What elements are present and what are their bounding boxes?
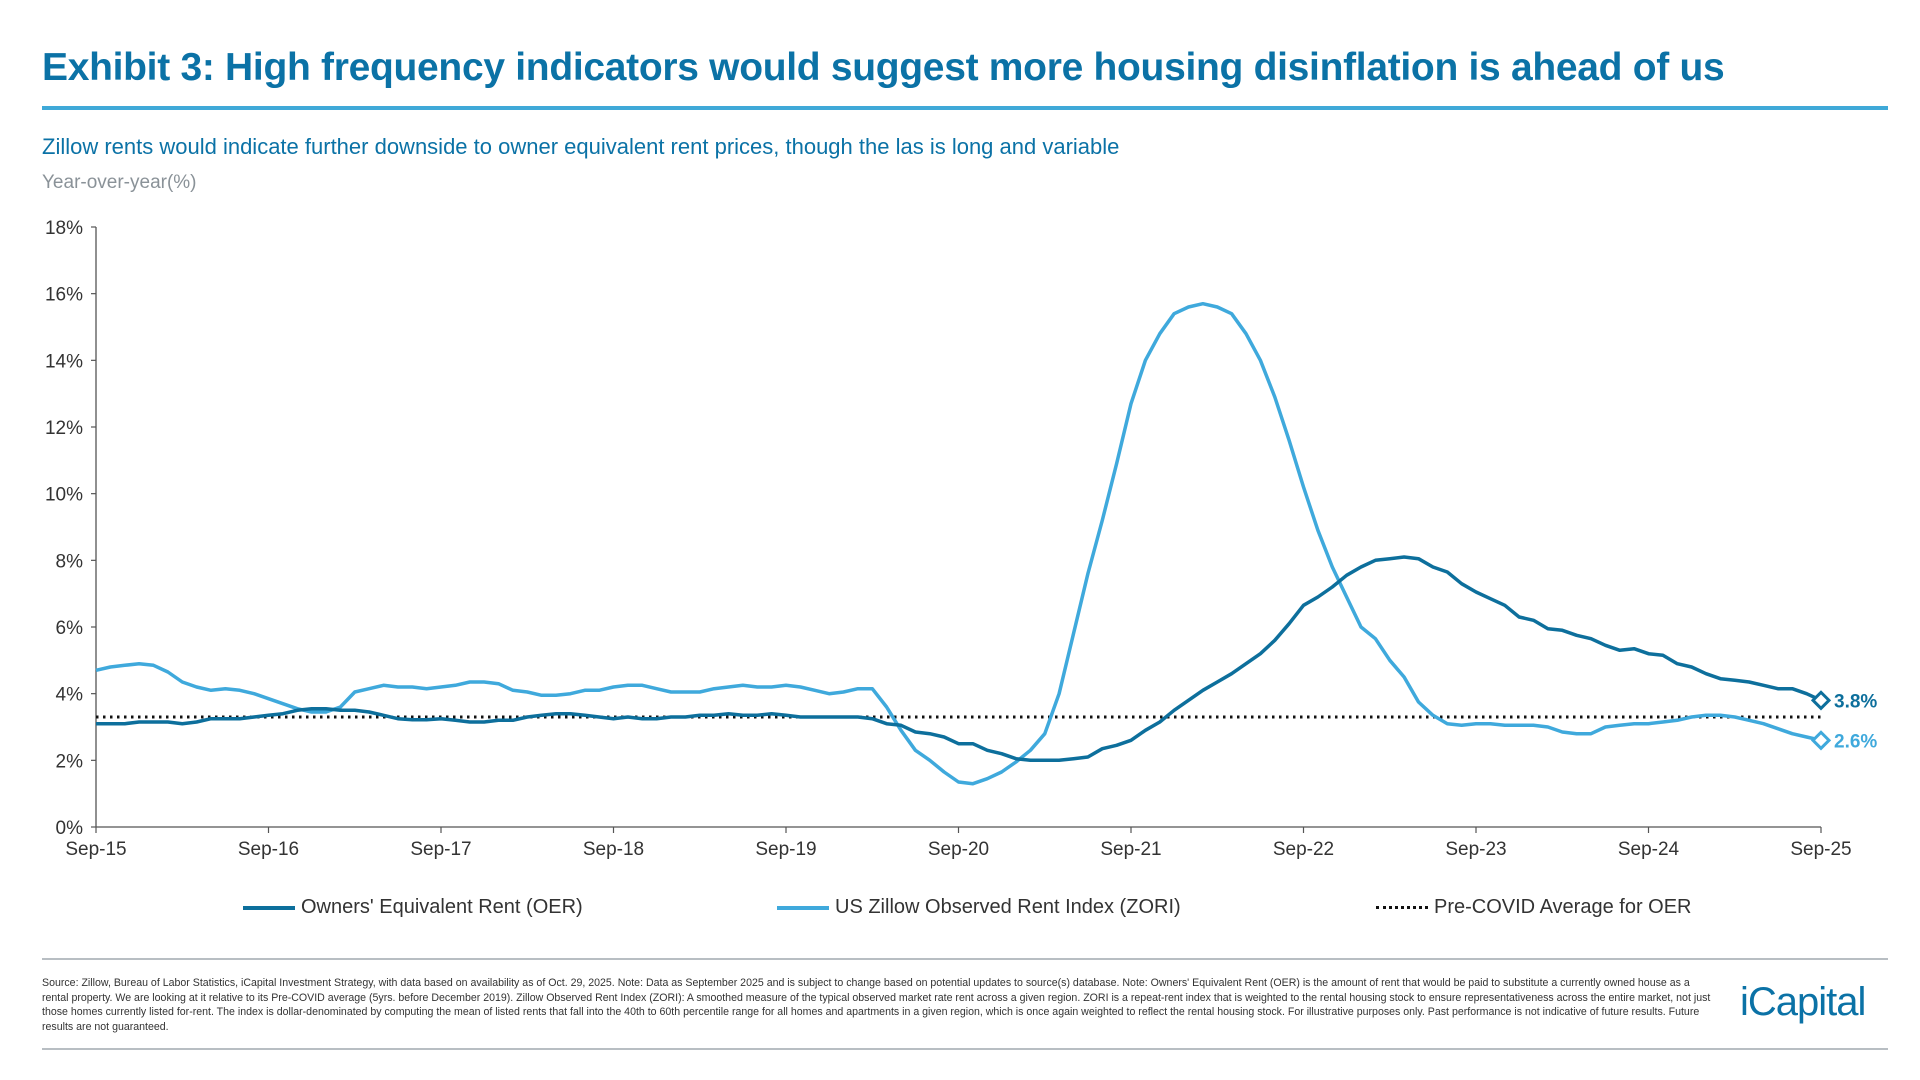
- x-tick-label: Sep-18: [583, 839, 644, 860]
- y-tick-label: 2%: [56, 751, 84, 772]
- x-tick-label: Sep-22: [1273, 839, 1334, 860]
- x-tick-label: Sep-15: [65, 839, 126, 860]
- y-tick-label: 16%: [45, 285, 83, 306]
- zori-line: [95, 301, 1822, 786]
- x-tick-label: Sep-23: [1445, 839, 1506, 860]
- legend-label-precovid-avg: Pre-COVID Average for OER: [1434, 896, 1692, 918]
- y-tick-label: 6%: [56, 618, 84, 639]
- legend: Owners' Equivalent Rent (OER) US Zillow …: [0, 896, 1920, 926]
- title-divider: [42, 106, 1888, 110]
- y-tick-label: 4%: [56, 685, 84, 706]
- x-tick-label: Sep-16: [238, 839, 299, 860]
- legend-swatch-oer: [243, 905, 295, 910]
- legend-label-zori: US Zillow Observed Rent Index (ZORI): [835, 896, 1181, 918]
- legend-swatch-zori: [777, 905, 829, 910]
- chart-subtitle: Zillow rents would indicate further down…: [42, 134, 1120, 159]
- footer-divider: [42, 958, 1888, 960]
- y-tick-label: 18%: [45, 218, 83, 239]
- source-note: Source: Zillow, Bureau of Labor Statisti…: [42, 977, 1711, 1033]
- x-tick-label: Sep-24: [1618, 839, 1680, 860]
- oer-line: [96, 555, 1822, 763]
- y-axis-unit-label: Year-over-year(%): [42, 172, 197, 193]
- icapital-logo: iCapital: [1740, 980, 1866, 1024]
- y-tick-label: 14%: [45, 351, 83, 372]
- oer-end-marker: [1810, 690, 1832, 711]
- legend-item-oer: Owners' Equivalent Rent (OER): [243, 896, 583, 919]
- x-tick-label: Sep-21: [1100, 839, 1161, 860]
- legend-item-zori: US Zillow Observed Rent Index (ZORI): [777, 896, 1181, 919]
- y-tick-label: 12%: [45, 418, 83, 439]
- legend-swatch-precovid-avg: [1376, 906, 1428, 909]
- bottom-divider: [42, 1048, 1888, 1050]
- oer-end-label: 3.8%: [1834, 691, 1877, 712]
- x-tick-label: Sep-17: [410, 839, 471, 860]
- x-tick-label: Sep-20: [928, 839, 989, 860]
- page-title: Exhibit 3: High frequency indicators wou…: [42, 46, 1725, 89]
- legend-item-precovid-avg: Pre-COVID Average for OER: [1376, 896, 1692, 919]
- zori-end-marker: [1810, 730, 1832, 751]
- y-tick-label: 10%: [45, 485, 83, 506]
- x-tick-label: Sep-25: [1790, 839, 1851, 860]
- y-tick-label: 8%: [56, 551, 84, 572]
- legend-label-oer: Owners' Equivalent Rent (OER): [301, 896, 583, 918]
- x-tick-label: Sep-19: [755, 839, 816, 860]
- zori-end-label: 2.6%: [1834, 731, 1877, 752]
- y-tick-label: 0%: [56, 818, 84, 839]
